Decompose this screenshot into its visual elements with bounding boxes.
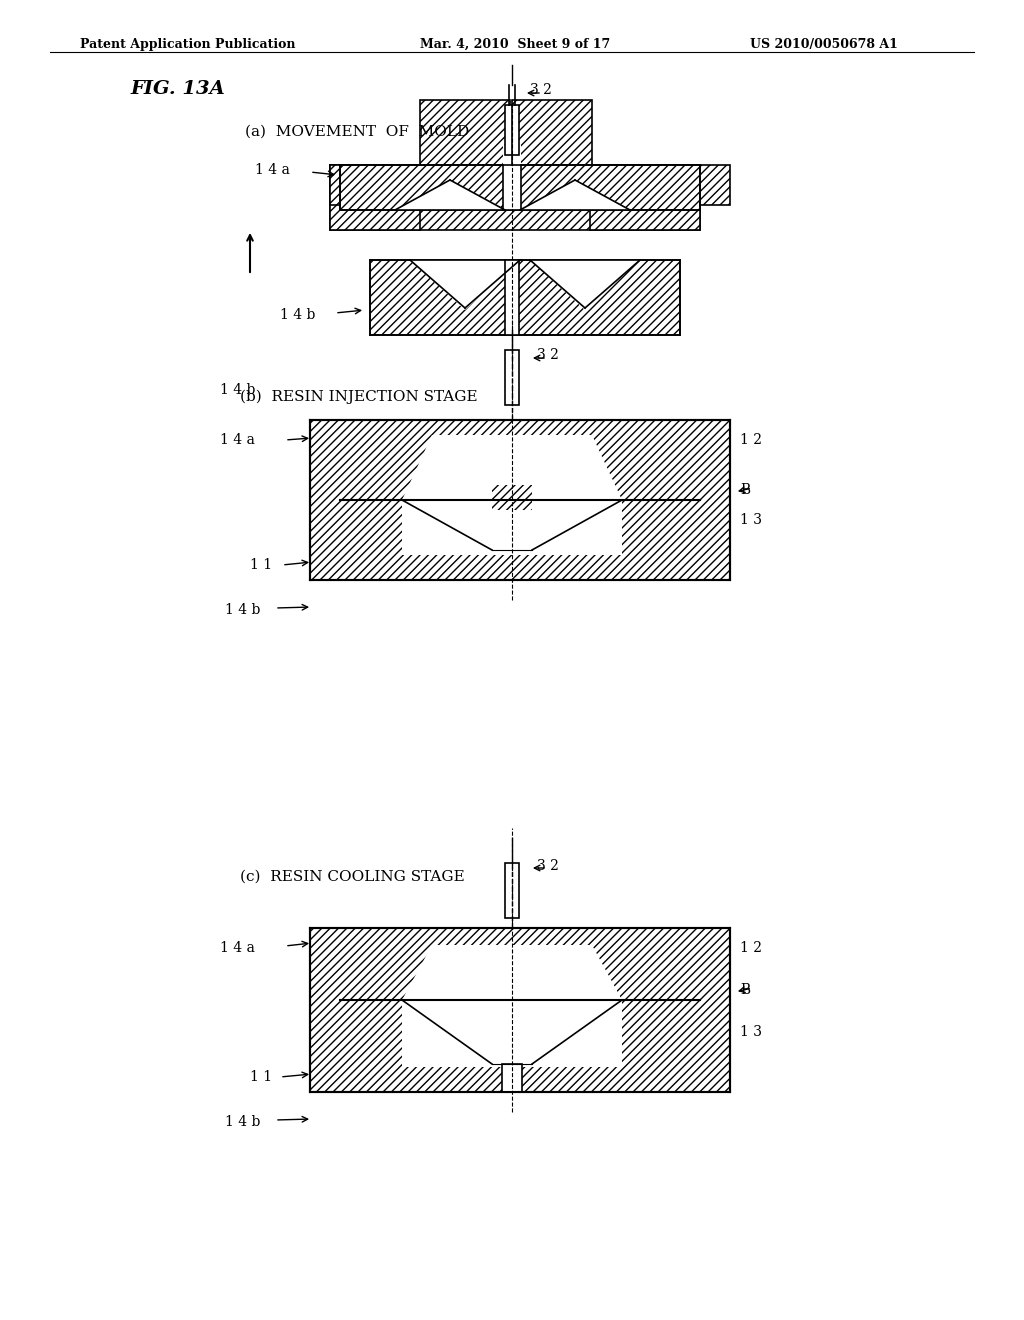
Text: 1 4 a: 1 4 a	[220, 433, 255, 447]
Bar	[505, 106, 519, 154]
Bar	[370, 260, 680, 335]
Text: B: B	[740, 983, 751, 997]
Bar	[310, 928, 730, 1092]
Bar	[330, 165, 420, 230]
Text: (b)  RESIN INJECTION STAGE: (b) RESIN INJECTION STAGE	[240, 389, 477, 404]
Text: B: B	[740, 483, 751, 498]
Text: 3 2: 3 2	[537, 859, 559, 873]
Polygon shape	[395, 180, 505, 210]
Text: FIG. 13A: FIG. 13A	[130, 81, 224, 98]
Text: Mar. 4, 2010  Sheet 9 of 17: Mar. 4, 2010 Sheet 9 of 17	[420, 38, 610, 51]
Text: 3 2: 3 2	[530, 83, 552, 96]
Text: 1 2: 1 2	[740, 433, 762, 447]
Bar	[590, 165, 700, 230]
Polygon shape	[520, 180, 630, 210]
Polygon shape	[530, 260, 640, 310]
Text: Patent Application Publication: Patent Application Publication	[80, 38, 296, 51]
Text: 1 4 b: 1 4 b	[220, 383, 255, 397]
Text: 1 1: 1 1	[250, 558, 272, 572]
Text: (c)  RESIN COOLING STAGE: (c) RESIN COOLING STAGE	[240, 870, 465, 884]
Polygon shape	[402, 945, 622, 1001]
Text: 1 4 b: 1 4 b	[225, 1115, 260, 1129]
Text: 1 4 b: 1 4 b	[280, 308, 315, 322]
Text: 1 3: 1 3	[740, 1026, 762, 1039]
Text: 1 3: 1 3	[740, 513, 762, 527]
Polygon shape	[402, 436, 622, 500]
Bar	[502, 1064, 522, 1092]
Polygon shape	[402, 1001, 622, 1067]
Text: 1 4 b: 1 4 b	[225, 603, 260, 616]
Bar	[503, 145, 521, 210]
Text: 1 4 a: 1 4 a	[220, 941, 255, 954]
Bar	[330, 165, 340, 205]
Text: (a)  MOVEMENT  OF  MOLD: (a) MOVEMENT OF MOLD	[245, 125, 469, 139]
Text: 1 1: 1 1	[250, 1071, 272, 1084]
Bar	[505, 260, 519, 335]
Bar	[505, 863, 519, 917]
Bar	[512, 100, 592, 176]
Bar	[700, 165, 730, 205]
Bar	[505, 350, 519, 405]
Text: US 2010/0050678 A1: US 2010/0050678 A1	[750, 38, 898, 51]
Bar	[420, 100, 510, 176]
Polygon shape	[402, 500, 622, 554]
Bar	[330, 165, 700, 230]
Text: 1 2: 1 2	[740, 941, 762, 954]
Bar	[310, 420, 730, 579]
Text: 3 2: 3 2	[537, 348, 559, 362]
Text: 1 4 a: 1 4 a	[255, 162, 290, 177]
Polygon shape	[410, 260, 520, 310]
Bar	[340, 165, 700, 210]
